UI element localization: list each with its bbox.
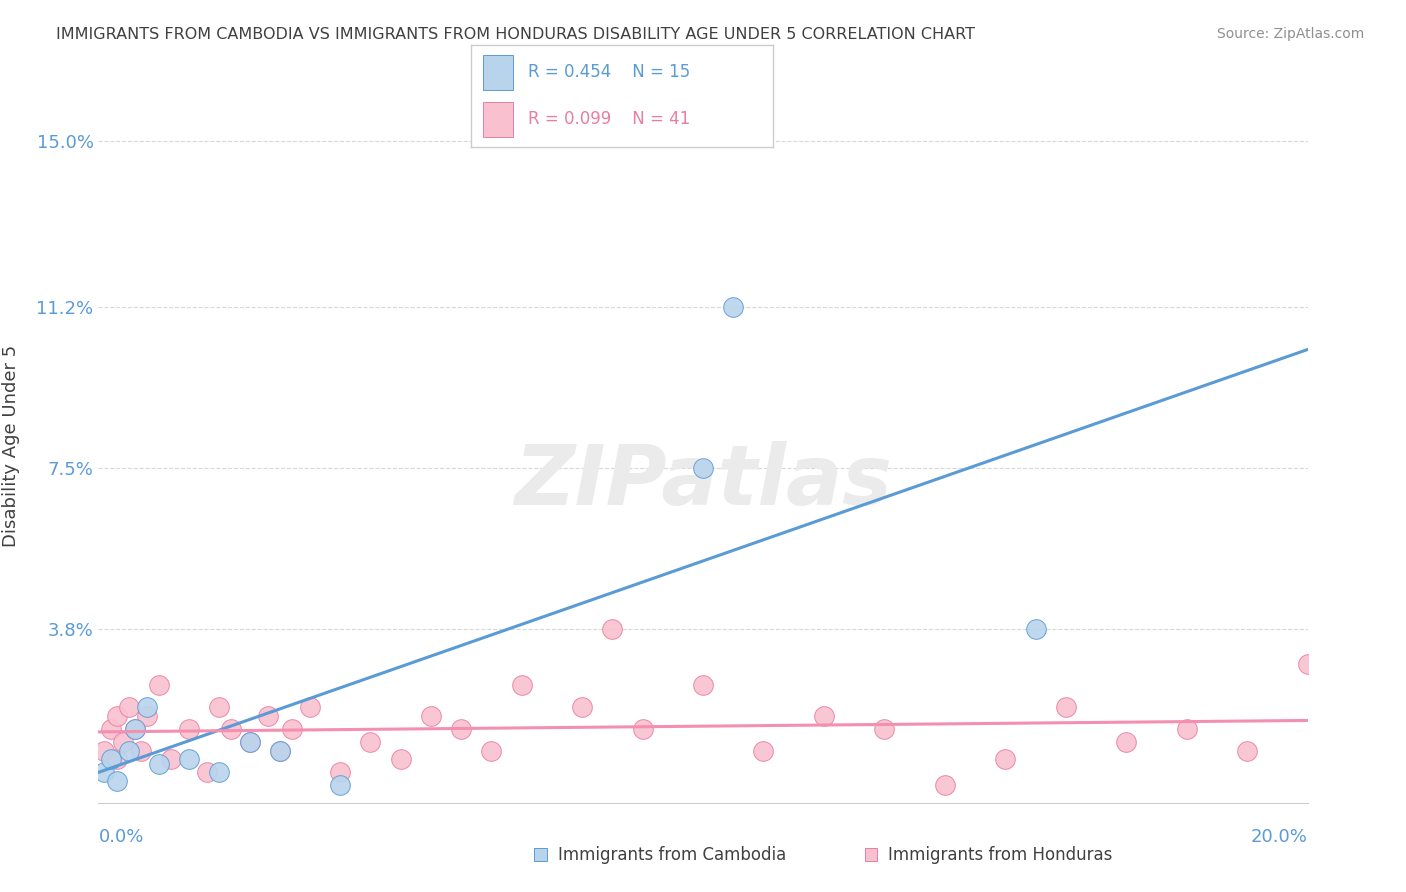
Point <box>208 700 231 714</box>
Point <box>256 708 278 723</box>
Point <box>873 722 896 736</box>
Point <box>329 765 352 780</box>
Y-axis label: Disability Age Under 5: Disability Age Under 5 <box>1 345 20 547</box>
Point <box>510 678 533 692</box>
Point <box>389 752 412 766</box>
Point <box>1236 743 1258 757</box>
Text: Source: ZipAtlas.com: Source: ZipAtlas.com <box>1216 27 1364 41</box>
Point <box>450 722 472 736</box>
Text: ZIPatlas: ZIPatlas <box>515 442 891 522</box>
Point <box>111 735 134 749</box>
Point <box>813 708 835 723</box>
Point <box>692 678 714 692</box>
Text: 0.0%: 0.0% <box>98 828 143 846</box>
Point <box>177 752 201 766</box>
Point <box>692 460 714 475</box>
Point <box>631 722 654 736</box>
Point <box>124 722 146 736</box>
Text: R = 0.099    N = 41: R = 0.099 N = 41 <box>529 111 690 128</box>
Point <box>1024 622 1046 636</box>
Point <box>208 765 231 780</box>
Point <box>105 774 128 789</box>
Point <box>221 722 243 736</box>
Point <box>124 722 146 736</box>
Point <box>934 778 956 792</box>
Point <box>148 756 170 771</box>
Point <box>129 743 152 757</box>
Point <box>1115 735 1137 749</box>
Point <box>118 700 141 714</box>
Point <box>118 743 141 757</box>
Point <box>329 778 352 792</box>
Point <box>135 708 157 723</box>
Point <box>177 722 201 736</box>
Point <box>269 743 291 757</box>
Text: IMMIGRANTS FROM CAMBODIA VS IMMIGRANTS FROM HONDURAS DISABILITY AGE UNDER 5 CORR: IMMIGRANTS FROM CAMBODIA VS IMMIGRANTS F… <box>56 27 976 42</box>
Point <box>481 743 503 757</box>
Point <box>1054 700 1077 714</box>
Point <box>148 678 170 692</box>
Point <box>105 752 128 766</box>
Point <box>93 743 115 757</box>
Text: Immigrants from Honduras: Immigrants from Honduras <box>889 846 1112 863</box>
Point <box>1296 657 1319 671</box>
Point <box>93 765 115 780</box>
Text: 20.0%: 20.0% <box>1251 828 1308 846</box>
Point <box>100 752 122 766</box>
Point <box>135 700 157 714</box>
Bar <box>484 102 513 137</box>
Point <box>100 722 122 736</box>
Text: R = 0.454    N = 15: R = 0.454 N = 15 <box>529 63 690 81</box>
Point <box>994 752 1017 766</box>
Point <box>239 735 262 749</box>
Point <box>239 735 262 749</box>
Point <box>360 735 382 749</box>
Point <box>1175 722 1198 736</box>
Point <box>571 700 593 714</box>
Point <box>721 300 744 314</box>
Point <box>195 765 218 780</box>
Point <box>752 743 775 757</box>
Point <box>105 708 128 723</box>
Point <box>419 708 441 723</box>
Point <box>299 700 322 714</box>
Point <box>602 622 624 636</box>
Point <box>160 752 183 766</box>
Text: Immigrants from Cambodia: Immigrants from Cambodia <box>558 846 786 863</box>
Bar <box>484 55 513 90</box>
Point <box>269 743 291 757</box>
Point <box>281 722 304 736</box>
